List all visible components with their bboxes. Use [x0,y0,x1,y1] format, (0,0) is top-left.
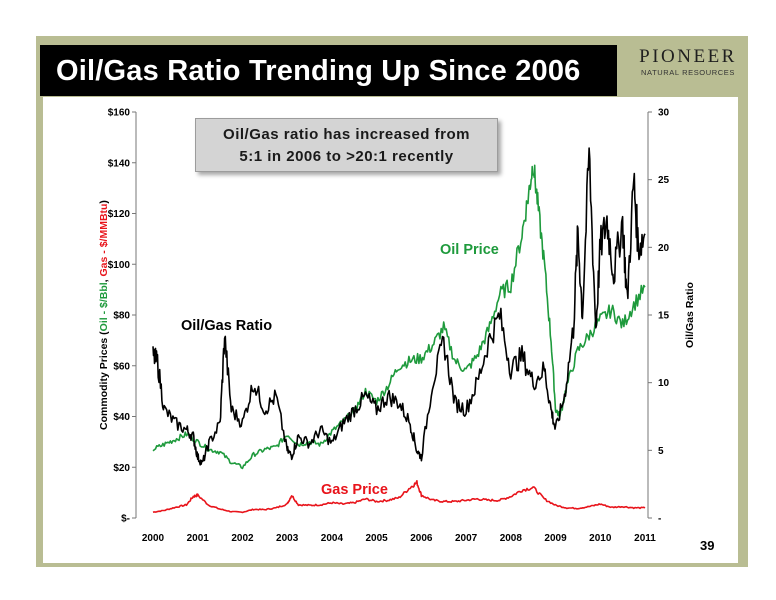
logo-subtitle: NATURAL RESOURCES [641,68,735,77]
page-number: 39 [700,538,715,553]
annotation-ratio: Oil/Gas Ratio [181,318,272,334]
right-tick-label: 20 [658,243,670,254]
callout-line-2: 5:1 in 2006 to >20:1 recently [239,148,454,165]
left-tick-label: $60 [113,361,130,372]
x-tick-label: 2011 [634,533,656,544]
x-tick-label: 2003 [276,533,299,544]
left-tick-label: $100 [108,260,131,271]
right-tick-label: 30 [658,108,670,119]
left-axis-label-part: , [98,276,110,282]
annotation-oil: Oil Price [440,242,499,258]
left-axis-label-part: Oil - $/Bbl [98,282,110,331]
x-tick-label: 2004 [321,533,344,544]
left-axis-label-part: Commodity Prices ( [98,331,110,430]
left-tick-label: $40 [113,412,130,423]
x-tick-label: 2000 [142,533,165,544]
left-axis-label-part: ) [98,200,110,204]
right-axis-label: Oil/Gas Ratio [684,282,696,348]
right-tick-label: 15 [658,311,670,322]
left-tick-label: $20 [113,463,130,474]
left-axis-label: Commodity Prices (Oil - $/Bbl, Gas - $/M… [98,200,110,430]
x-tick-label: 2001 [187,533,210,544]
pioneer-logo: PIONEER NATURAL RESOURCES [633,46,743,86]
left-tick-label: $80 [113,311,130,322]
right-tick-label: 10 [658,378,670,389]
title-bar [40,45,617,96]
x-tick-label: 2005 [366,533,389,544]
left-tick-label: $- [121,514,130,525]
x-tick-label: 2006 [410,533,433,544]
left-axis-label-part: Gas - $/MMBtu [98,204,110,277]
x-tick-label: 2009 [544,533,567,544]
annotation-gas: Gas Price [321,482,388,498]
series-line-gas [152,480,646,514]
series-line-oil [152,164,646,470]
right-tick-label: 5 [658,446,664,457]
series-line-ratio [152,147,646,466]
callout-box: Oil/Gas ratio has increased from 5:1 in … [195,118,498,172]
slide-title: Oil/Gas Ratio Trending Up Since 2006 [56,55,581,87]
right-tick-label: 25 [658,175,670,186]
right-tick-label: - [658,514,661,525]
x-tick-label: 2007 [455,533,478,544]
left-tick-label: $140 [108,158,131,169]
x-tick-label: 2002 [231,533,254,544]
x-tick-label: 2010 [589,533,612,544]
x-tick-label: 2008 [500,533,523,544]
logo-wordmark: PIONEER [639,46,737,67]
callout-line-1: Oil/Gas ratio has increased from [223,126,470,143]
content-area [43,97,738,563]
left-tick-label: $160 [108,108,131,119]
left-tick-label: $120 [108,209,131,220]
